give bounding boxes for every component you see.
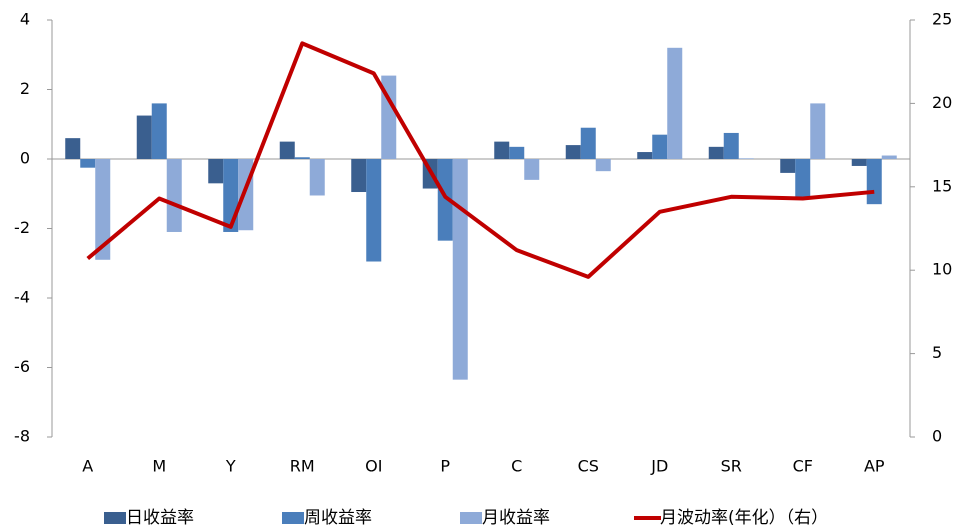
y2-tick-label: 0 xyxy=(932,427,942,446)
x-tick-label: OI xyxy=(365,457,382,476)
bar xyxy=(565,145,581,159)
bar xyxy=(136,115,152,159)
bar xyxy=(780,159,796,173)
bar xyxy=(223,159,239,232)
y-tick-label: -8 xyxy=(14,427,30,446)
bar xyxy=(652,134,668,159)
bar xyxy=(437,159,453,241)
y2-tick-label: 5 xyxy=(932,343,942,362)
bar xyxy=(866,159,882,205)
bar xyxy=(80,159,96,168)
x-tick-label: Y xyxy=(225,457,236,476)
legend-swatch xyxy=(460,512,482,524)
y-tick-label: 2 xyxy=(20,79,30,98)
bar xyxy=(738,158,754,159)
bar xyxy=(494,141,510,159)
x-tick-label: JD xyxy=(650,457,668,476)
bar xyxy=(279,141,295,159)
x-tick-label: RM xyxy=(290,457,315,476)
x-tick-label: SR xyxy=(721,457,742,476)
y-tick-label: 0 xyxy=(20,149,30,168)
x-tick-label: CF xyxy=(793,457,813,476)
x-tick-label: A xyxy=(82,457,93,476)
bar xyxy=(166,159,182,232)
bar xyxy=(524,159,540,180)
bar xyxy=(667,47,683,159)
y2-tick-label: 20 xyxy=(932,93,952,112)
bar xyxy=(580,127,596,159)
bar xyxy=(366,159,382,262)
bar xyxy=(65,138,81,159)
legend-swatch xyxy=(104,512,126,524)
bar xyxy=(294,157,310,159)
legend-label: 月波动率(年化）（右） xyxy=(660,508,828,528)
x-tick-label: M xyxy=(152,457,166,476)
bar xyxy=(708,146,724,159)
bar xyxy=(810,103,826,159)
y2-tick-label: 25 xyxy=(932,10,952,29)
bar xyxy=(351,159,367,193)
bar xyxy=(151,103,167,159)
bar xyxy=(95,159,111,260)
bar xyxy=(851,159,867,166)
y-tick-label: -2 xyxy=(14,218,30,237)
bar xyxy=(452,159,468,380)
y2-tick-label: 15 xyxy=(932,176,952,195)
bar xyxy=(208,159,224,184)
legend-label: 周收益率 xyxy=(304,508,372,528)
legend-label: 日收益率 xyxy=(126,508,194,528)
bar xyxy=(595,159,611,172)
x-tick-label: CS xyxy=(578,457,599,476)
legend-label: 月收益率 xyxy=(482,508,550,528)
y-tick-label: -6 xyxy=(14,357,30,376)
bar xyxy=(637,152,653,159)
y-tick-label: 4 xyxy=(20,10,30,29)
x-tick-label: C xyxy=(511,457,522,476)
bar xyxy=(723,132,739,159)
bar xyxy=(509,146,525,159)
y-tick-label: -4 xyxy=(14,288,30,307)
line xyxy=(86,41,875,279)
y2-tick-label: 10 xyxy=(932,260,952,279)
legend-swatch xyxy=(282,512,304,524)
bar xyxy=(881,155,897,159)
x-tick-label: AP xyxy=(864,457,885,476)
x-tick-label: P xyxy=(440,457,450,476)
bar xyxy=(309,159,325,196)
bar xyxy=(795,159,811,198)
